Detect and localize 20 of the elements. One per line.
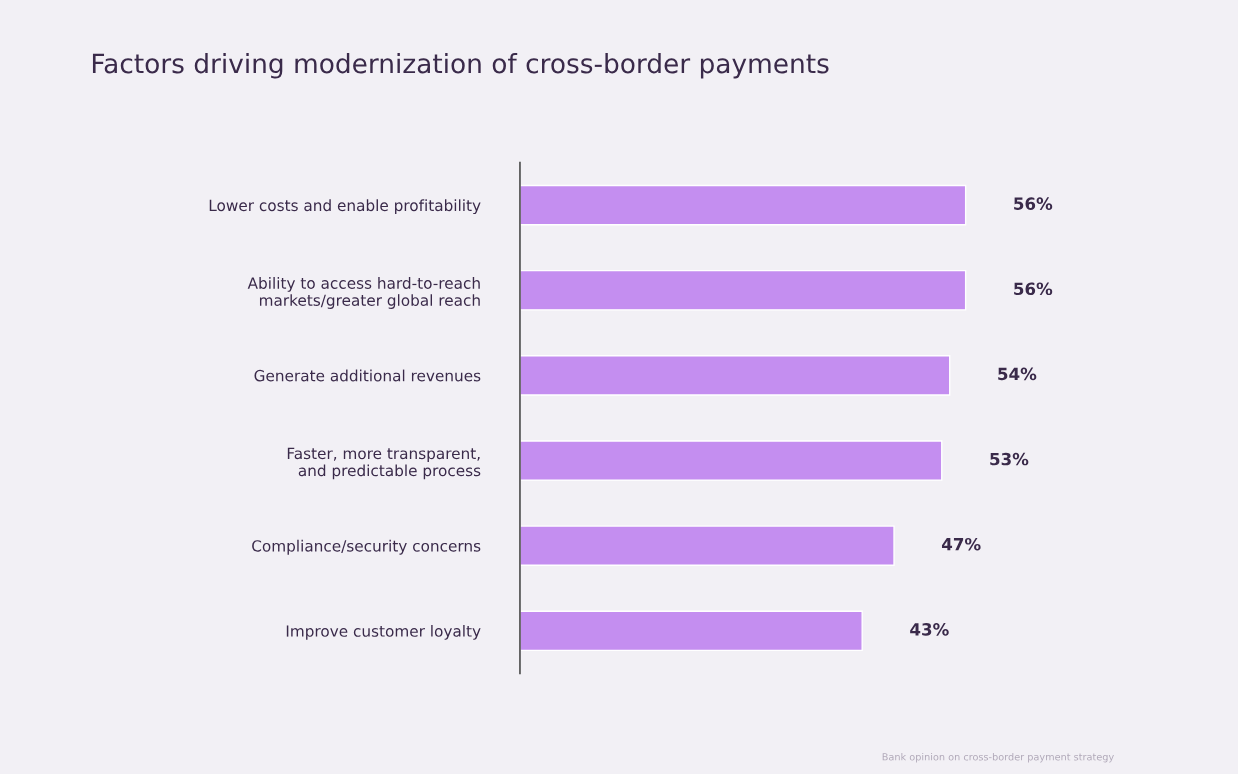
y-tick-label: Compliance/security concerns <box>252 539 481 555</box>
y-tick-label: Generate additional revenues <box>254 369 481 382</box>
data-label: 53% <box>990 452 1029 466</box>
bar <box>519 440 943 481</box>
y-tick-label: Ability to access hard-to-reach markets/greater global reach <box>247 277 480 309</box>
data-label: 56% <box>1014 197 1053 210</box>
y-tick-label: Improve customer loyalty <box>286 625 481 640</box>
data-label: 47% <box>941 537 981 551</box>
data-label: 43% <box>910 623 949 636</box>
bar <box>519 355 951 396</box>
bar <box>519 184 967 226</box>
y-tick-label: Lower costs and enable profitability <box>209 199 481 215</box>
chart-title: Factors driving modernization of cross-border payments <box>92 53 829 79</box>
text: Bank opinion on cross-border payment strategy <box>882 752 1114 763</box>
y-tick-label: Faster, more transparent, and predictable process <box>287 447 481 480</box>
bar <box>519 610 863 652</box>
data-label: 56% <box>1014 282 1053 296</box>
bar <box>519 525 895 566</box>
bar <box>519 269 967 311</box>
data-label: 54% <box>998 367 1037 381</box>
